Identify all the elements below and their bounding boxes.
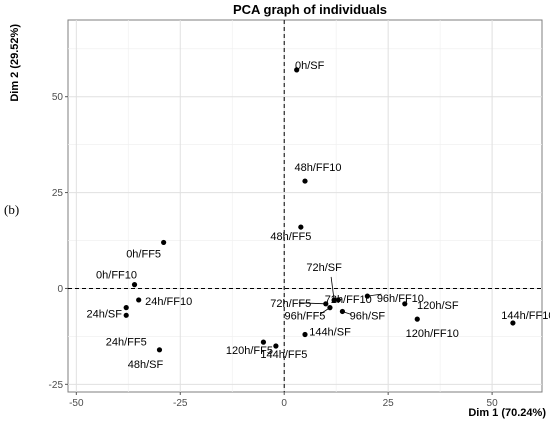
label-leader-line xyxy=(342,311,352,315)
point-label: 0h/SF xyxy=(295,60,325,72)
point-label: 72h/FF5 xyxy=(270,298,311,310)
point-label: 120h/FF10 xyxy=(406,328,459,340)
data-point xyxy=(260,339,267,345)
point-label: 120h/SF xyxy=(417,300,459,312)
chart-title: PCA graph of individuals xyxy=(233,2,387,17)
label-leader-line xyxy=(298,302,326,305)
point-label: 120h/FF5 xyxy=(226,345,273,357)
data-point xyxy=(298,224,304,230)
point-label: 72h/FF10 xyxy=(325,294,372,306)
point-label: 0h/FF10 xyxy=(96,270,137,282)
y-tick-label: -25 xyxy=(49,380,64,391)
x-axis-label: Dim 1 (70.24%) xyxy=(468,407,546,419)
point-label: 24h/FF5 xyxy=(106,336,147,348)
point-label: 144h/SF xyxy=(309,326,351,338)
axis-ticks: -50 -25 0 25 50 -25 0 25 50 xyxy=(49,92,499,409)
x-tick-label: 50 xyxy=(487,398,499,409)
points-layer xyxy=(123,67,516,353)
point-label: 0h/FF5 xyxy=(126,248,161,260)
data-point xyxy=(136,297,142,303)
point-label: 48h/FF5 xyxy=(270,231,311,243)
label-leader-line xyxy=(330,276,335,301)
data-point xyxy=(294,67,300,73)
data-point xyxy=(510,320,516,326)
point-label: 96h/FF5 xyxy=(284,311,325,323)
data-point xyxy=(302,178,308,184)
data-point xyxy=(156,347,163,353)
point-labels-layer: 0h/SF 48h/FF10 48h/FF5 0h/FF5 0h/FF10 24h/SF 2… xyxy=(86,60,550,371)
data-point xyxy=(273,343,279,349)
point-label: 48h/FF10 xyxy=(294,162,341,174)
point-label: 144h/FF5 xyxy=(260,349,307,361)
point-label: 96h/SF xyxy=(350,310,386,322)
panel-tag: (b) xyxy=(4,202,20,217)
label-leader-line xyxy=(367,293,382,297)
point-label: 72h/SF xyxy=(306,262,342,274)
x-tick-label: -50 xyxy=(69,398,84,409)
x-tick-label: -25 xyxy=(173,398,188,409)
y-tick-label: 50 xyxy=(52,92,64,103)
point-label: 24h/FF10 xyxy=(145,296,192,308)
data-point xyxy=(123,305,129,311)
point-label: 24h/SF xyxy=(86,309,122,321)
data-point xyxy=(161,239,167,246)
data-point xyxy=(123,312,129,318)
y-tick-label: 0 xyxy=(57,284,63,295)
x-tick-label: 25 xyxy=(383,398,395,409)
reference-lines xyxy=(68,20,542,392)
data-point xyxy=(131,282,138,288)
point-label: 96h/FF10 xyxy=(377,293,424,305)
label-leader-line xyxy=(320,307,331,314)
y-tick-label: 25 xyxy=(52,188,64,199)
point-label: 144h/FF10 xyxy=(501,310,550,322)
label-leader-line xyxy=(338,298,343,301)
data-point xyxy=(402,301,408,307)
y-axis-label: Dim 2 (29.52%) xyxy=(9,24,21,102)
point-label: 48h/SF xyxy=(128,359,164,371)
plot-panel xyxy=(67,19,543,393)
data-point xyxy=(302,331,308,338)
data-point xyxy=(414,316,420,322)
x-tick-label: 0 xyxy=(281,398,287,409)
